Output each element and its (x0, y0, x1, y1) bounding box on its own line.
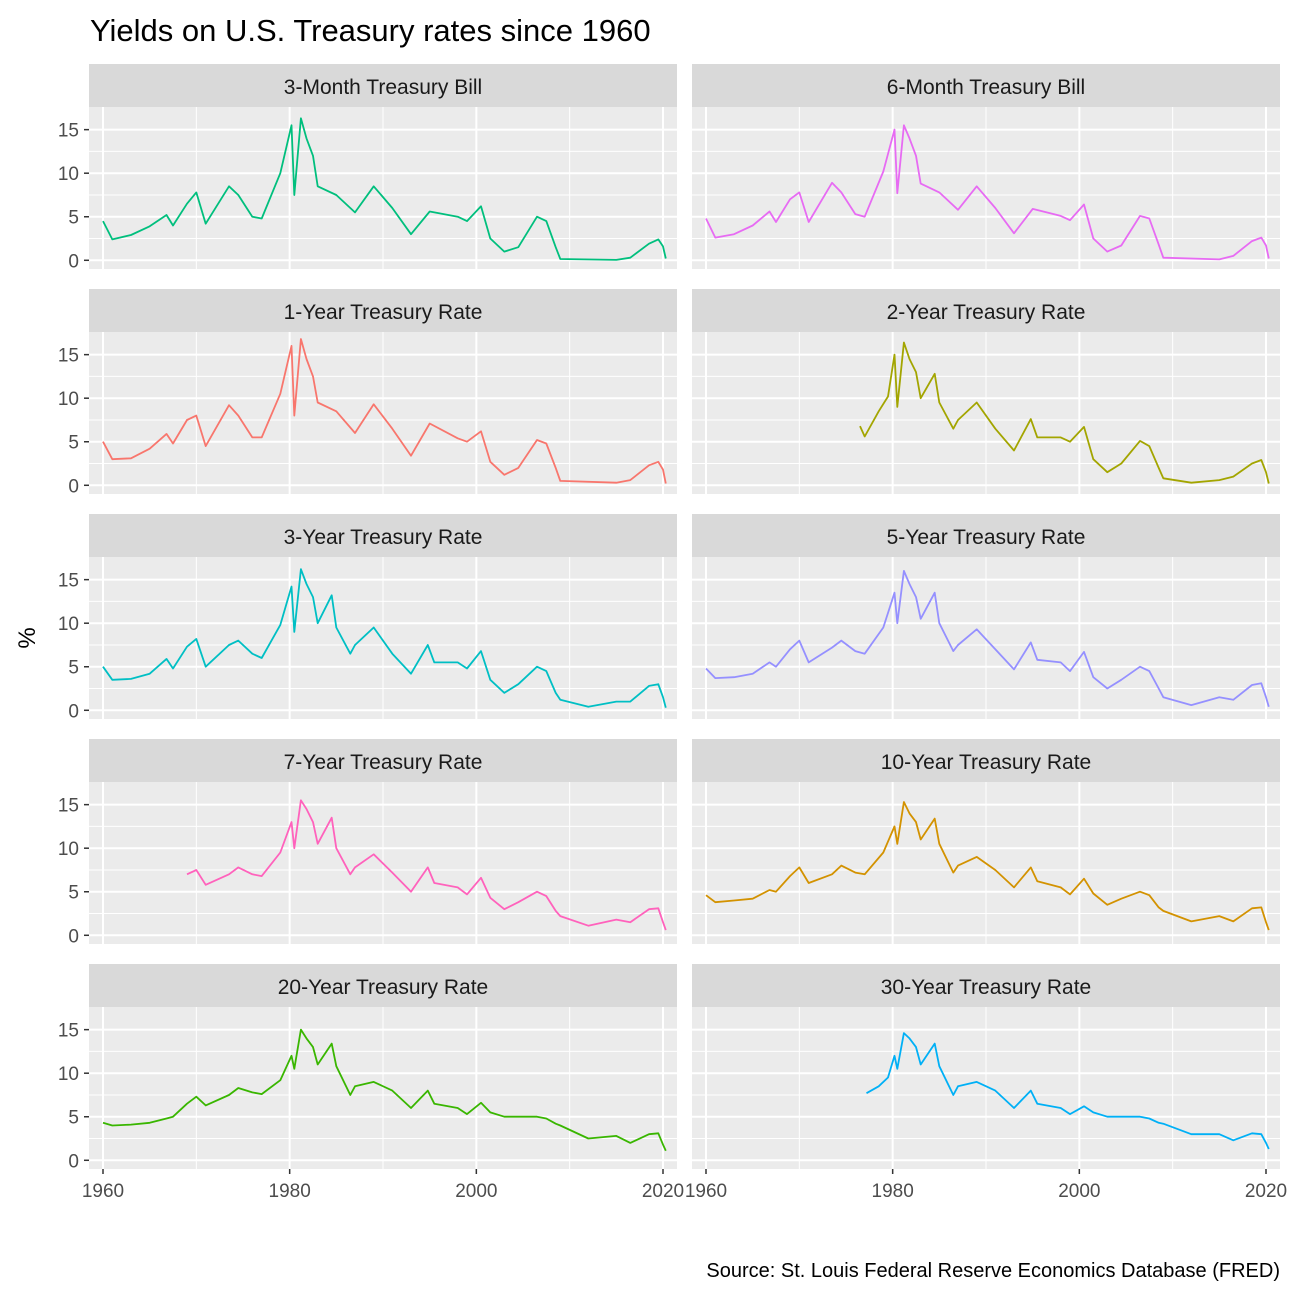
y-tick-label: 0 (68, 926, 79, 947)
chart-caption: Source: St. Louis Federal Reserve Econom… (706, 1260, 1280, 1282)
facet-panel: 2-Year Treasury Rate (692, 289, 1280, 494)
chart-title: Yields on U.S. Treasury rates since 1960 (90, 13, 651, 48)
facet-strip (89, 64, 677, 107)
y-tick-label: 15 (58, 796, 79, 817)
y-tick-label: 10 (58, 1064, 79, 1085)
y-tick-label: 0 (68, 1151, 79, 1172)
x-tick-label: 2000 (455, 1181, 497, 1202)
facet-panel: 5-Year Treasury Rate (692, 514, 1280, 719)
series-line (186, 799, 667, 931)
y-tick-label: 15 (58, 346, 79, 367)
facet-strip (692, 739, 1280, 782)
series-line (102, 1028, 667, 1152)
facet-strip-label: 20-Year Treasury Rate (278, 976, 489, 999)
y-tick-label: 10 (58, 389, 79, 410)
facet-strip-label: 3-Year Treasury Rate (284, 526, 483, 549)
y-tick-label: 10 (58, 839, 79, 860)
series-line (705, 570, 1270, 708)
series-line (705, 124, 1270, 261)
facet-panels: 3-Month Treasury Bill 0 5 10 15 6-Month Treas… (58, 64, 1287, 1202)
y-tick-label: 5 (68, 208, 79, 229)
series-line (102, 568, 667, 708)
facet-panel: 10-Year Treasury Rate (692, 739, 1280, 944)
facet-strip (692, 514, 1280, 557)
facet-strip (89, 964, 677, 1007)
y-tick-label: 5 (68, 433, 79, 454)
series-line (866, 1032, 1270, 1150)
facet-strip-label: 7-Year Treasury Rate (284, 751, 483, 774)
facet-strip-label: 2-Year Treasury Rate (887, 301, 1086, 324)
y-tick-label: 5 (68, 1108, 79, 1129)
facet-strip-label: 5-Year Treasury Rate (887, 526, 1086, 549)
y-tick-label: 15 (58, 121, 79, 142)
facet-panel: 3-Month Treasury Bill 0 5 10 15 (58, 64, 677, 272)
facet-panel: 3-Year Treasury Rate 0 5 10 15 (58, 514, 677, 722)
y-tick-label: 15 (58, 1021, 79, 1042)
x-tick-label: 1960 (685, 1181, 727, 1202)
series-line (705, 801, 1270, 931)
facet-strip-label: 3-Month Treasury Bill (284, 76, 482, 99)
x-tick-label: 2020 (1245, 1181, 1287, 1202)
y-tick-label: 5 (68, 658, 79, 679)
facet-strip (692, 289, 1280, 332)
x-tick-label: 2020 (642, 1181, 684, 1202)
facet-strip-label: 1-Year Treasury Rate (284, 301, 483, 324)
y-tick-label: 15 (58, 571, 79, 592)
series-line (102, 117, 667, 261)
series-line (859, 341, 1270, 484)
facet-strip-label: 6-Month Treasury Bill (887, 76, 1085, 99)
y-tick-label: 0 (68, 476, 79, 497)
y-tick-label: 5 (68, 883, 79, 904)
x-tick-label: 1960 (82, 1181, 124, 1202)
facet-panel: 6-Month Treasury Bill (692, 64, 1280, 269)
y-tick-label: 0 (68, 701, 79, 722)
x-tick-label: 1980 (269, 1181, 311, 1202)
facet-panel: 7-Year Treasury Rate 0 5 10 15 (58, 739, 677, 947)
facet-strip (692, 64, 1280, 107)
facet-strip (89, 514, 677, 557)
y-axis-title: % (14, 627, 41, 648)
series-line (102, 338, 667, 484)
facet-strip (89, 289, 677, 332)
facet-strip (89, 739, 677, 782)
facet-panel: 30-Year Treasury Rate 1960 1980 2000 2020 (685, 964, 1287, 1202)
facet-strip-label: 10-Year Treasury Rate (881, 751, 1092, 774)
facet-strip (692, 964, 1280, 1007)
y-tick-label: 10 (58, 614, 79, 635)
y-tick-label: 10 (58, 164, 79, 185)
facet-panel: 20-Year Treasury Rate 0 5 10 15 1960 1980 2000 2… (58, 964, 684, 1202)
facet-panel: 1-Year Treasury Rate 0 5 10 15 (58, 289, 677, 497)
y-tick-label: 0 (68, 251, 79, 272)
facet-strip-label: 30-Year Treasury Rate (881, 976, 1092, 999)
x-tick-label: 2000 (1058, 1181, 1100, 1202)
x-tick-label: 1980 (872, 1181, 914, 1202)
